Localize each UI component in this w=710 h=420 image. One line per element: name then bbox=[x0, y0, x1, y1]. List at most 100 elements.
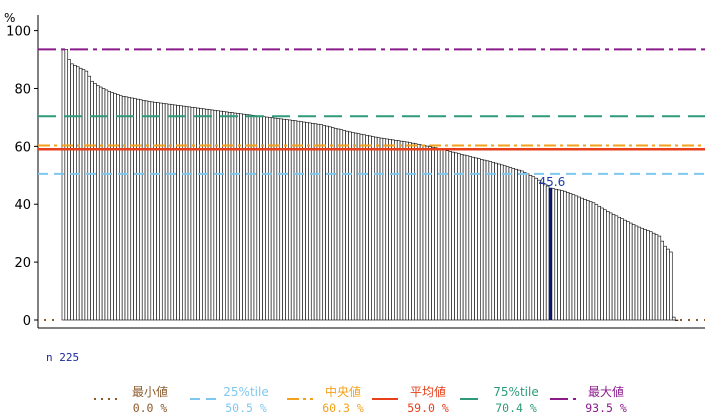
highlighted-bar bbox=[548, 187, 553, 321]
legend-name-p75: 75%tile bbox=[493, 385, 538, 399]
bar bbox=[586, 200, 590, 321]
bar bbox=[316, 123, 321, 321]
bar bbox=[305, 122, 309, 321]
bar bbox=[87, 75, 91, 321]
bar bbox=[322, 125, 326, 321]
bar bbox=[107, 91, 112, 321]
bar bbox=[634, 225, 639, 321]
bar bbox=[422, 145, 427, 321]
bar bbox=[293, 120, 298, 321]
bar bbox=[416, 144, 421, 321]
bar bbox=[193, 107, 197, 321]
bar bbox=[302, 121, 306, 321]
bar bbox=[577, 196, 581, 321]
bar bbox=[514, 168, 518, 321]
bar bbox=[554, 189, 558, 321]
bar bbox=[600, 207, 604, 321]
bar bbox=[626, 221, 630, 321]
bar bbox=[265, 116, 269, 321]
bar bbox=[614, 215, 619, 321]
bar bbox=[179, 105, 183, 321]
bar bbox=[199, 108, 203, 321]
bar bbox=[296, 120, 301, 321]
bar bbox=[603, 209, 607, 321]
bar bbox=[210, 109, 215, 321]
bar bbox=[474, 157, 478, 321]
bar bbox=[451, 151, 455, 321]
bar bbox=[256, 115, 260, 321]
bar bbox=[597, 205, 601, 321]
bar bbox=[233, 112, 238, 321]
y-tick-label: 20 bbox=[14, 256, 31, 271]
bar bbox=[663, 245, 667, 321]
bar bbox=[439, 148, 444, 321]
legend-name-max: 最大値 bbox=[588, 384, 624, 399]
bar bbox=[262, 116, 266, 321]
bar bbox=[651, 232, 656, 321]
bar bbox=[116, 94, 120, 321]
bar bbox=[176, 105, 180, 321]
y-tick-label: 40 bbox=[14, 198, 31, 213]
bar bbox=[259, 116, 263, 321]
bar bbox=[649, 231, 653, 321]
bar bbox=[119, 95, 123, 321]
bar bbox=[428, 146, 432, 321]
bar bbox=[551, 188, 556, 321]
bar bbox=[431, 146, 435, 321]
bar bbox=[98, 86, 103, 321]
bar bbox=[425, 145, 430, 321]
bar bbox=[468, 156, 473, 321]
legend-name-mean: 平均値 bbox=[410, 384, 446, 399]
bar bbox=[356, 133, 361, 321]
bar bbox=[580, 197, 584, 321]
bar bbox=[674, 319, 679, 321]
bar bbox=[411, 142, 415, 321]
bar bbox=[376, 137, 381, 321]
bar bbox=[127, 97, 132, 321]
bar bbox=[182, 105, 186, 321]
bar bbox=[339, 129, 344, 321]
bar bbox=[184, 106, 189, 321]
bar bbox=[124, 96, 129, 321]
bar bbox=[139, 99, 143, 321]
bar bbox=[159, 102, 163, 321]
bar bbox=[477, 158, 481, 321]
bar bbox=[227, 112, 232, 321]
bar bbox=[454, 152, 458, 321]
y-tick-label: 100 bbox=[6, 25, 31, 40]
bar bbox=[631, 224, 636, 321]
bar bbox=[101, 88, 106, 321]
bar bbox=[81, 69, 86, 321]
bar bbox=[67, 59, 71, 321]
bar bbox=[153, 101, 157, 321]
bar bbox=[267, 117, 272, 321]
bar bbox=[196, 107, 200, 321]
bar bbox=[654, 234, 659, 321]
bar bbox=[373, 136, 378, 321]
legend: 最小値 0.0 % 25%tile 50.5 % 中央値 60.3 % 平均値 59.0 % 7… bbox=[94, 384, 627, 415]
bar bbox=[396, 140, 401, 321]
bar bbox=[365, 135, 369, 321]
bar bbox=[457, 153, 461, 321]
bar bbox=[591, 202, 596, 321]
bar bbox=[388, 139, 392, 321]
bar bbox=[494, 162, 498, 321]
bar bbox=[671, 316, 676, 321]
bar bbox=[359, 133, 364, 321]
n-count-label: n 225 bbox=[46, 351, 79, 364]
bar bbox=[508, 167, 513, 321]
bar bbox=[130, 97, 134, 321]
bar bbox=[611, 214, 616, 321]
bar bbox=[76, 66, 80, 321]
bar bbox=[110, 92, 114, 321]
bar bbox=[660, 240, 664, 321]
bar bbox=[505, 166, 510, 321]
bar bbox=[167, 103, 172, 321]
bar bbox=[313, 123, 318, 321]
bar bbox=[537, 179, 541, 321]
bar bbox=[170, 104, 175, 321]
reference-lines bbox=[38, 48, 705, 321]
bar bbox=[70, 63, 74, 321]
bar bbox=[331, 127, 335, 321]
